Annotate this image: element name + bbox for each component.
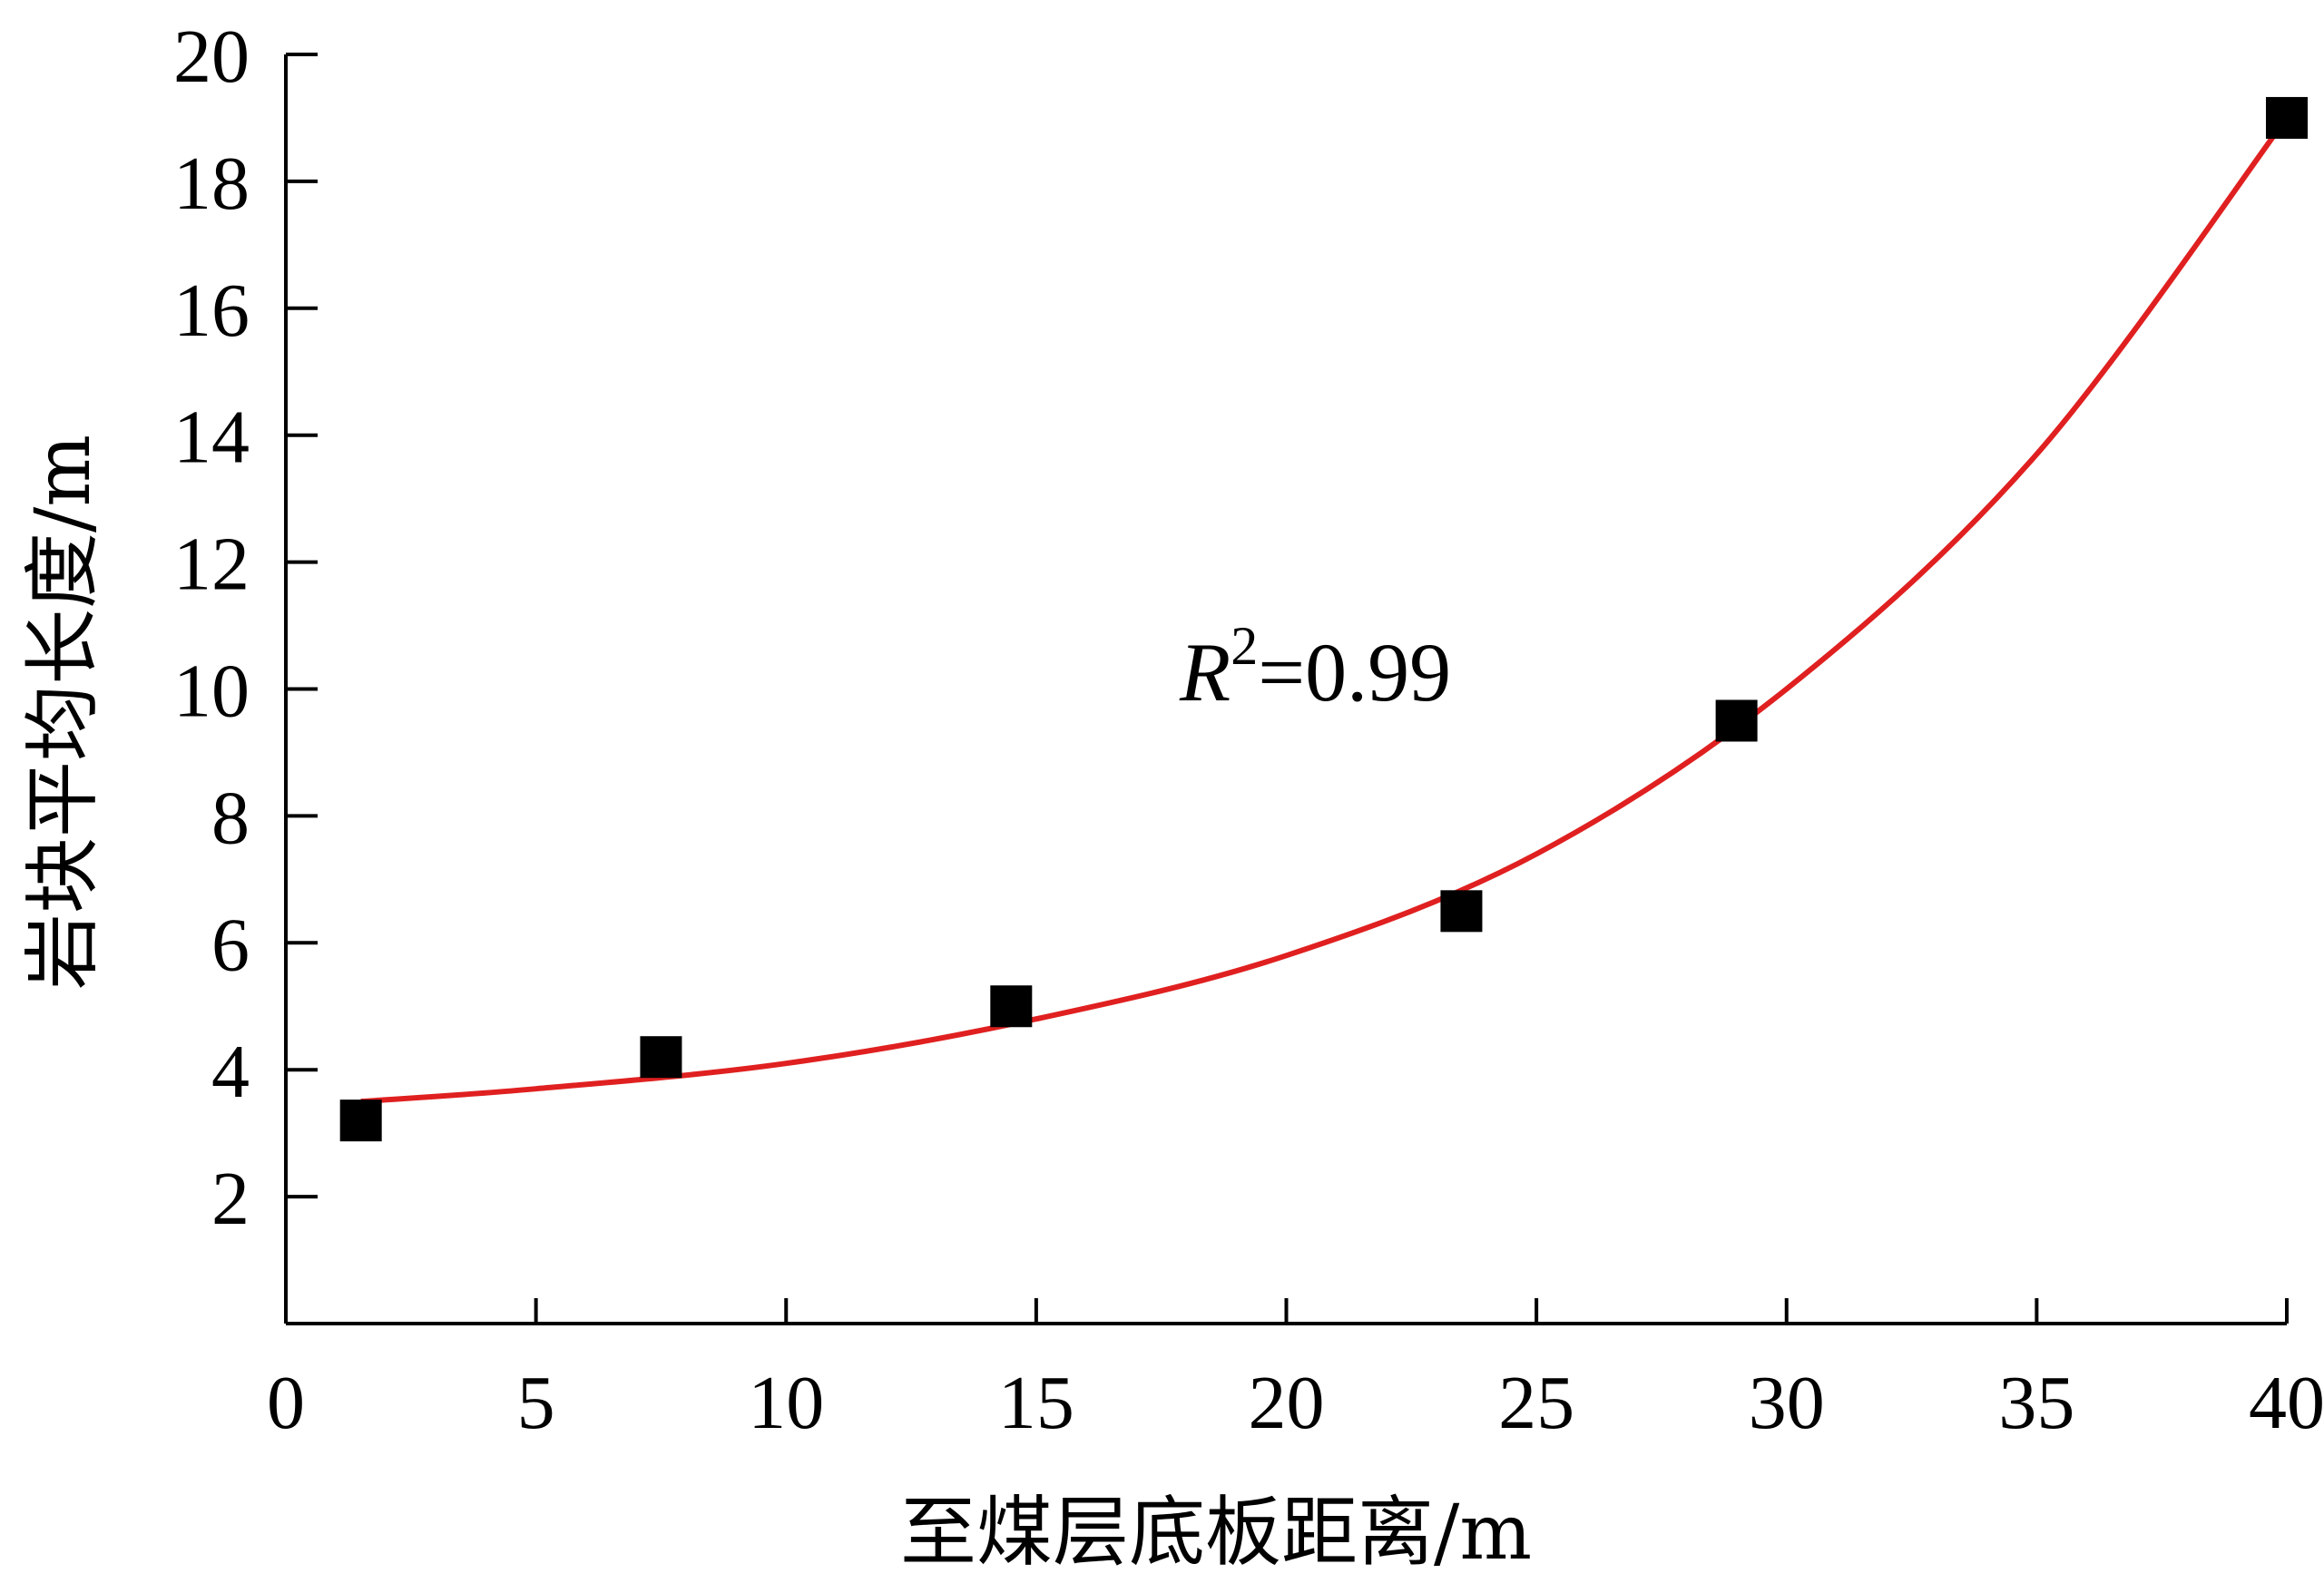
- y-tick-label: 8: [211, 776, 250, 860]
- r-symbol: R: [1179, 626, 1231, 718]
- x-tick-label: 20: [1249, 1361, 1325, 1445]
- y-tick-label: 10: [173, 650, 250, 734]
- r-value: =0.99: [1258, 626, 1451, 718]
- x-tick-label: 15: [998, 1361, 1074, 1445]
- x-axis-title: 至煤层底板距离/m: [900, 1488, 1532, 1577]
- x-tick-label: 25: [1498, 1361, 1574, 1445]
- y-tick-label: 6: [211, 903, 250, 987]
- y-tick-label: 2: [211, 1157, 250, 1241]
- fit-curve: [360, 116, 2290, 1105]
- x-tick-label: 30: [1749, 1361, 1825, 1445]
- x-ticks: 0 5 10 15 20 25 30 35 40: [267, 1298, 2324, 1445]
- y-tick-label: 4: [211, 1030, 250, 1114]
- r-superscript: 2: [1231, 616, 1258, 676]
- y-tick-label: 16: [173, 269, 250, 353]
- y-axis-title: 岩块平均长度/m: [18, 435, 107, 990]
- fit-curve-layer: [360, 116, 2290, 1105]
- y-tick-label: 12: [173, 523, 250, 607]
- data-point: [1715, 699, 1758, 742]
- x-tick-label: 5: [517, 1361, 555, 1445]
- data-point: [990, 985, 1033, 1028]
- x-tick-label: 35: [1998, 1361, 2074, 1445]
- x-tick-label: 10: [748, 1361, 824, 1445]
- y-ticks: 2 4 6 8 10 12 14 16 18 20: [173, 15, 318, 1241]
- data-point: [339, 1099, 382, 1142]
- data-points: [339, 96, 2308, 1142]
- r-squared-annotation: R2=0.99: [1179, 616, 1451, 718]
- data-point: [1440, 890, 1483, 933]
- x-tick-label: 0: [267, 1361, 305, 1445]
- data-point: [640, 1036, 682, 1079]
- x-tick-label: 40: [2249, 1361, 2324, 1445]
- data-point: [2266, 96, 2308, 139]
- y-tick-label: 18: [173, 142, 250, 226]
- y-tick-label: 14: [173, 396, 250, 480]
- y-tick-label: 20: [173, 15, 250, 99]
